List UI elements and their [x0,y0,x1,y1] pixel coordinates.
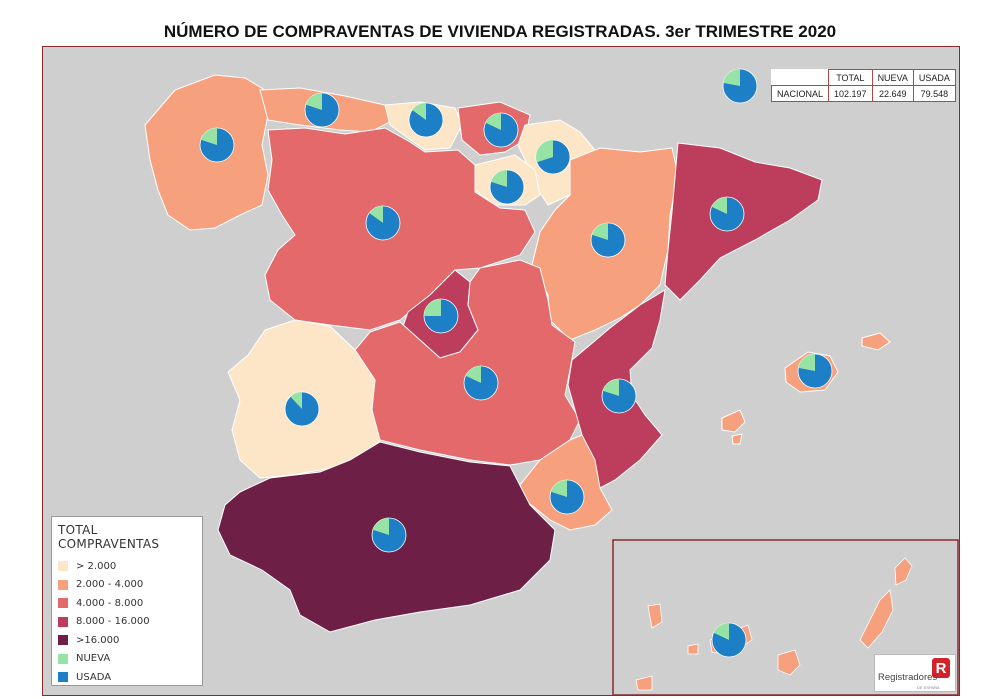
pie-castilla-y-leon [365,205,401,241]
svg-text:R: R [936,660,947,677]
pie-slice-nueva [424,299,441,316]
pie-layer [199,68,833,658]
table-header-nueva: NUEVA [871,69,914,86]
logo-subtext: DE ESPAÑA [917,685,940,690]
pie-slice-nueva [711,197,727,214]
region-formentera[interactable] [731,433,743,445]
pie-slice-nueva [200,128,217,145]
legend-label: 8.000 - 16.000 [76,616,150,628]
pie-la-rioja [489,169,525,205]
legend-item: 4.000 - 8.000 [58,594,196,613]
legend-swatch [58,579,68,590]
pie-aragon [590,222,626,258]
legend-label: NUEVA [76,653,111,665]
pie-nacional [722,68,758,104]
pie-slice-nueva [372,518,389,535]
table-header-total: TOTAL [828,69,873,86]
island-la-gomera [687,643,699,655]
island-fuerteventura [859,589,894,649]
legend-label: 4.000 - 8.000 [76,597,144,609]
logo-text: Registradores [878,672,938,683]
pie-navarra [535,139,571,175]
pie-slice-nueva [602,379,619,396]
pie-castilla-la-mancha [463,365,499,401]
pie-slice-nueva [465,366,481,383]
pie-andalucia [371,517,407,553]
map-legend: TOTAL COMPRAVENTAS > 2.000 2.000 - 4.000… [51,516,203,686]
pie-region-de-murcia [549,479,585,515]
pie-pais-vasco [483,112,519,148]
table-cell-total: 102.197 [828,85,873,102]
pie-slice-nueva [536,140,553,163]
legend-item: >16.000 [58,631,196,650]
pie-asturias [304,92,340,128]
legend-label: >16.000 [76,634,120,646]
region-castilla-la-mancha[interactable] [354,259,581,466]
legend-swatch [58,616,68,627]
pie-slice-nueva [591,223,608,240]
legend-label: > 2.000 [76,560,117,572]
pie-extremadura [284,391,320,427]
island-la-palma [647,603,663,629]
legend-title: TOTAL COMPRAVENTAS [58,523,160,551]
island-gran-canaria [777,649,801,676]
pie-cantabria [408,102,444,138]
pie-cataluna [709,196,745,232]
pie-galicia [199,127,235,163]
region-ibiza[interactable] [721,409,746,433]
pie-slice-nueva [490,170,507,187]
table-row-label: NACIONAL [770,85,830,102]
legend-item: NUEVA [58,650,196,669]
table-cell-usada: 79.548 [912,85,956,102]
island-lanzarote [894,557,913,586]
pie-madrid [423,298,459,334]
pie-slice-nueva [550,480,567,497]
legend-item: > 2.000 [58,557,196,576]
pie-slice-nueva [412,103,426,120]
pie-comunidad-valenciana [601,378,637,414]
legend-swatch [58,672,68,683]
legend-swatch [58,653,68,664]
pie-canarias [711,622,747,658]
region-cataluna[interactable] [664,142,823,301]
pie-slice-nueva [305,93,322,110]
pie-slice-nueva [713,623,729,640]
legend-label: USADA [76,671,112,683]
table-cell-nueva: 22.649 [871,85,914,102]
legend-item: 2.000 - 4.000 [58,576,196,595]
region-castilla-y-leon[interactable] [264,127,536,331]
pie-slice-nueva [723,69,740,86]
legend-item: 8.000 - 16.000 [58,613,196,632]
legend-swatch [58,635,68,646]
map-title: NÚMERO DE COMPRAVENTAS DE VIVIENDA REGIS… [163,22,837,41]
pie-slice-nueva [290,392,302,409]
registradores-logo: R Registradores DE ESPAÑA [874,654,956,692]
pie-illes-balears [797,353,833,389]
region-menorca[interactable] [861,332,891,351]
island-el-hierro [635,675,653,691]
pie-slice-nueva [798,354,815,371]
legend-item: USADA [58,668,196,687]
table-header-usada: USADA [912,69,956,86]
pie-slice-nueva [485,113,501,130]
pie-slice-nueva [369,206,383,223]
legend-label: 2.000 - 4.000 [76,579,144,591]
registradores-r-icon: R [932,658,950,678]
national-summary-table: TOTAL NUEVA USADA NACIONAL 102.197 22.64… [770,69,956,102]
legend-swatch [58,561,68,572]
legend-swatch [58,598,68,609]
table-corner [771,69,830,86]
